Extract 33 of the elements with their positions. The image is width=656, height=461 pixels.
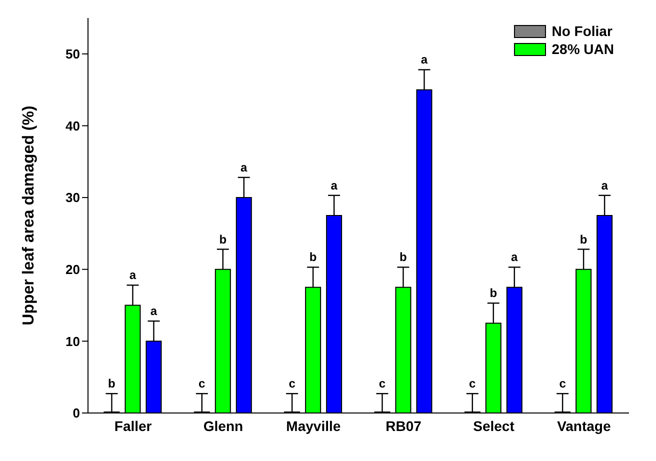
- y-tick-label: 10: [66, 334, 80, 349]
- data-label: a: [330, 178, 338, 192]
- y-axis-title: Upper leaf area damaged (%): [20, 106, 38, 326]
- data-label: b: [490, 286, 498, 300]
- data-label: a: [420, 52, 428, 67]
- x-tick-label: Glenn: [203, 418, 244, 434]
- data-label: a: [240, 160, 248, 174]
- y-tick-label: 0: [72, 406, 80, 421]
- y-tick-label: 20: [66, 262, 80, 277]
- data-label: a: [129, 268, 136, 282]
- x-tick-label: RB07: [386, 418, 422, 434]
- legend-label: 28% UAN: [552, 41, 614, 57]
- x-tick-label: Vantage: [557, 418, 611, 434]
- data-label: c: [378, 376, 386, 391]
- data-label: a: [150, 304, 158, 318]
- data-label: b: [108, 376, 116, 391]
- data-label: c: [559, 376, 566, 391]
- data-label: b: [309, 250, 317, 264]
- data-label: c: [469, 376, 476, 391]
- x-tick-label: Faller: [114, 418, 152, 434]
- data-label: b: [580, 232, 588, 246]
- x-tick-label: Select: [473, 418, 515, 434]
- data-label: c: [288, 376, 296, 391]
- legend-label: No Foliar: [552, 23, 612, 39]
- data-label: a: [511, 250, 518, 264]
- y-tick-label: 30: [66, 190, 80, 206]
- data-label: b: [219, 232, 227, 246]
- y-tick-label: 40: [66, 118, 80, 134]
- data-label: a: [601, 178, 608, 192]
- y-tick-label: 50: [66, 46, 80, 62]
- x-tick-label: Mayville: [286, 418, 341, 434]
- data-label: b: [400, 250, 407, 264]
- data-label: c: [198, 376, 206, 391]
